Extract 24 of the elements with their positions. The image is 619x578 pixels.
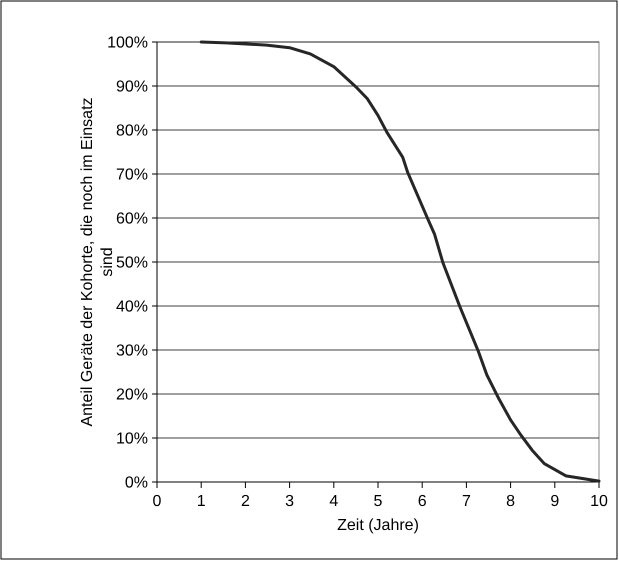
x-tick-label: 2 xyxy=(240,493,250,510)
y-tick-label: 20% xyxy=(116,386,148,404)
x-tick-label: 0 xyxy=(152,493,162,510)
y-axis-title: Anteil Geräte der Kohorte, die noch im Einsatz sind xyxy=(79,97,116,427)
x-axis-title: Zeit (Jahre) xyxy=(337,517,419,534)
y-tick-label: 30% xyxy=(116,342,148,360)
x-tick-label: 1 xyxy=(196,493,206,510)
y-tick-label: 0% xyxy=(124,474,148,492)
x-tick-label: 6 xyxy=(418,493,427,510)
x-tick-label: 5 xyxy=(374,493,383,510)
x-tick-label: 3 xyxy=(285,493,294,510)
y-tick-label: 100% xyxy=(107,34,148,52)
y-tick-label: 80% xyxy=(116,122,148,140)
y-tick-label: 70% xyxy=(116,166,148,184)
y-tick-label: 50% xyxy=(116,254,148,272)
x-tick-label: 10 xyxy=(590,493,608,510)
y-tick-label: 60% xyxy=(116,210,148,228)
x-tick-label: 8 xyxy=(506,493,516,510)
x-tick-label: 7 xyxy=(462,493,471,510)
x-tick-label: 4 xyxy=(329,493,338,510)
x-tick-label: 9 xyxy=(550,493,560,510)
y-tick-label: 10% xyxy=(116,430,148,448)
y-tick-label: 40% xyxy=(116,298,148,316)
y-tick-label: 90% xyxy=(116,78,148,96)
